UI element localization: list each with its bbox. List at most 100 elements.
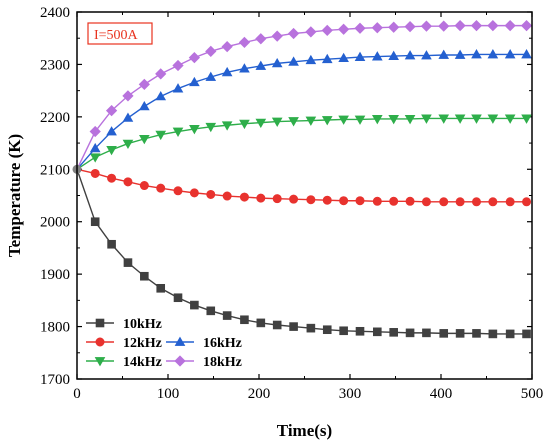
data-point (472, 329, 481, 338)
data-point (123, 258, 133, 267)
data-point (505, 329, 515, 339)
series-line (76, 24, 527, 170)
data-point (238, 36, 251, 49)
data-point (339, 196, 349, 206)
legend-label: 18kHz (203, 355, 242, 370)
data-point (421, 114, 432, 124)
data-point (306, 323, 316, 333)
x-tick-label: 0 (73, 386, 81, 402)
data-point (255, 118, 267, 129)
data-point (206, 189, 216, 199)
data-point (173, 186, 183, 196)
data-point (504, 20, 516, 32)
data-point (321, 116, 333, 126)
data-point (189, 188, 199, 198)
data-point (388, 50, 399, 60)
legend: 10kHz 12kHz 16kHz 14kHz 18kHz (86, 317, 242, 370)
data-point (455, 329, 465, 338)
data-point (504, 114, 516, 124)
legend-marker (95, 337, 105, 347)
y-tick-label: 2000 (40, 215, 70, 231)
data-point (222, 191, 232, 201)
series-18kHz (76, 20, 533, 170)
data-point (487, 49, 499, 59)
series-line (76, 169, 527, 335)
data-point (205, 71, 217, 81)
data-point (107, 173, 117, 183)
legend-item-18kHz: 18kHz (166, 355, 242, 370)
data-point (189, 125, 200, 135)
data-point (305, 116, 317, 126)
data-point (505, 197, 515, 207)
x-axis-title: Time(s) (277, 421, 332, 440)
legend-item-14kHz: 14kHz (86, 355, 162, 370)
legend-label: 14kHz (123, 355, 162, 370)
data-point (372, 196, 382, 206)
legend-item-16kHz: 16kHz (166, 336, 242, 351)
legend-label: 16kHz (203, 336, 242, 351)
data-point (405, 196, 415, 206)
data-point (471, 197, 481, 207)
data-point (422, 328, 431, 338)
data-point (173, 293, 183, 303)
data-point (239, 63, 250, 73)
legend-item-12kHz: 12kHz (86, 336, 162, 351)
data-point (404, 115, 416, 125)
data-point (338, 52, 349, 63)
data-point (205, 45, 217, 57)
data-point (90, 168, 100, 178)
data-point (287, 27, 300, 40)
data-point (239, 119, 250, 130)
data-point (421, 197, 431, 207)
legend-marker (95, 318, 105, 328)
data-point (420, 20, 433, 32)
data-point (122, 90, 134, 102)
data-point (388, 115, 399, 125)
y-tick-label: 1800 (40, 320, 70, 336)
series-12kHz (76, 168, 532, 207)
data-point (371, 22, 383, 34)
data-point (156, 183, 166, 193)
data-point (305, 54, 317, 65)
y-tick-label: 1700 (40, 372, 70, 388)
data-point (172, 83, 184, 93)
y-tick-label: 2400 (40, 5, 70, 21)
data-point (256, 318, 266, 328)
data-point (372, 327, 382, 337)
data-point (139, 134, 150, 145)
data-point (306, 195, 316, 205)
data-point (389, 196, 399, 206)
data-point (389, 328, 398, 337)
y-tick-label: 2200 (40, 110, 70, 126)
data-point (221, 40, 233, 53)
y-tick-label: 1900 (40, 267, 70, 283)
data-point (338, 23, 350, 35)
data-point (89, 142, 101, 153)
y-axis-title: Temperature (K) (5, 134, 24, 257)
series-line (76, 168, 527, 203)
data-point (172, 59, 184, 72)
data-point (172, 127, 184, 137)
data-point (106, 145, 117, 156)
data-point (504, 49, 516, 59)
plot-frame (76, 11, 533, 380)
data-point (155, 68, 167, 80)
data-point (488, 329, 498, 339)
data-point (371, 51, 383, 61)
data-point (89, 125, 101, 138)
data-point (388, 21, 400, 33)
data-point (322, 325, 332, 335)
data-point (439, 329, 449, 338)
data-point (322, 195, 332, 205)
series-14kHz (76, 114, 532, 170)
data-point (123, 177, 133, 187)
data-point (487, 20, 499, 32)
data-point (355, 196, 365, 206)
data-point (256, 193, 266, 203)
legend-label: 10kHz (123, 317, 162, 332)
x-tick-label: 300 (339, 386, 362, 402)
data-point (90, 217, 100, 227)
data-point (521, 49, 532, 59)
data-point (240, 315, 249, 325)
